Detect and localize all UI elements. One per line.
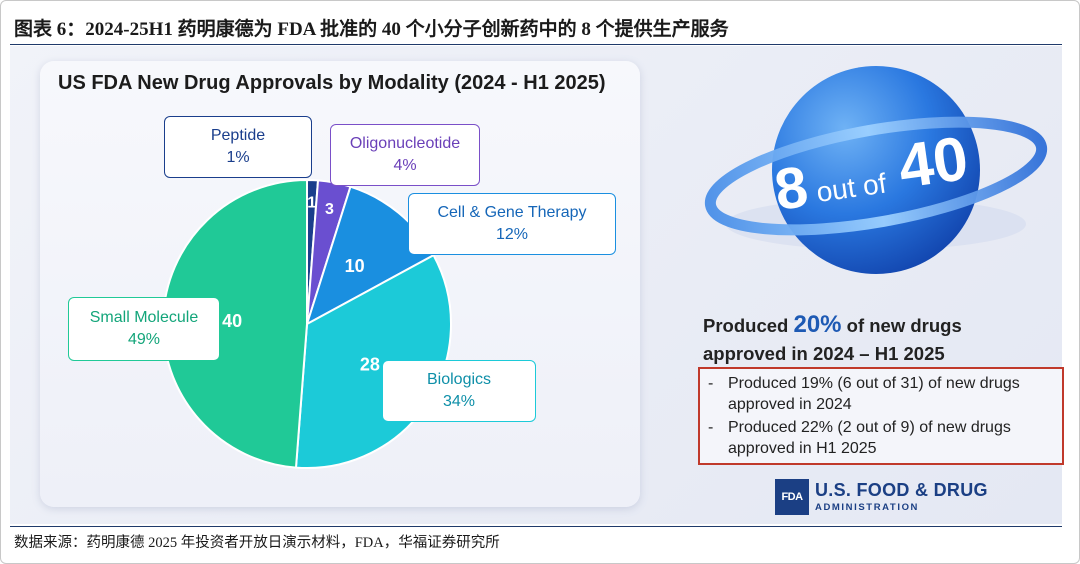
sphere-svg: 8 out of 40 — [704, 66, 1048, 274]
label-small-molecule-pct: 49% — [127, 331, 161, 348]
label-cell-gene-therapy: Cell & Gene Therapy 12% — [408, 193, 616, 255]
badge-total-number: 40 — [894, 124, 972, 202]
summary-line-2: approved in 2024 – H1 2025 — [703, 343, 945, 364]
label-small-molecule-name: Small Molecule — [89, 309, 199, 326]
summary-line-1: Produced 20% of new drugs — [703, 311, 962, 340]
label-peptide-name: Peptide — [210, 127, 266, 144]
summary-post: of new drugs — [846, 315, 962, 336]
source-rule — [10, 526, 1062, 527]
summary-text: Produced 20% of new drugs approved in 20… — [703, 311, 962, 368]
title-rule — [10, 44, 1062, 45]
bullet-dash: - — [708, 419, 714, 436]
label-peptide-pct: 1% — [226, 149, 250, 166]
label-peptide: Peptide 1% — [164, 116, 312, 178]
pie-value-label: 40 — [222, 311, 242, 331]
label-oligonucleotide-pct: 4% — [393, 157, 417, 174]
bullet-dash: - — [708, 375, 714, 392]
label-biologics-name: Biologics — [426, 371, 492, 388]
pie-value-label: 3 — [325, 201, 334, 218]
bullet-text: Produced 19% (6 out of 31) of new drugs … — [728, 375, 1020, 413]
orbit-ring — [704, 116, 1048, 236]
fda-logo: FDA — [775, 479, 809, 515]
label-oligonucleotide: Oligonucleotide 4% — [330, 124, 480, 186]
pie-value-label: 10 — [345, 256, 365, 276]
badge-graphic: 8 out of 40 — [700, 60, 1060, 295]
label-cgt-pct: 12% — [495, 226, 529, 243]
label-cgt-name: Cell & Gene Therapy — [437, 204, 587, 221]
fda-subtitle: ADMINISTRATION — [815, 502, 920, 513]
figure-source: 数据来源：药明康德 2025 年投资者开放日演示材料，FDA，华福证券研究所 — [14, 535, 500, 551]
pie-value-label: 28 — [360, 355, 380, 375]
label-small-molecule: Small Molecule 49% — [68, 297, 220, 361]
summary-highlight: 20% — [793, 311, 842, 338]
chart-title: US FDA New Drug Approvals by Modality (2… — [58, 72, 606, 94]
label-biologics: Biologics 34% — [382, 360, 536, 422]
bullet-text: Produced 22% (2 out of 9) of new drugs a… — [728, 419, 1011, 457]
fda-name: U.S. FOOD & DRUG — [815, 480, 988, 500]
pie-value-label: 1 — [307, 195, 316, 212]
label-biologics-pct: 34% — [442, 393, 476, 410]
summary-pre: Produced — [703, 315, 789, 336]
highlight-box: - Produced 19% (6 out of 31) of new drug… — [698, 367, 1064, 465]
figure-title: 图表 6：2024-25H1 药明康德为 FDA 批准的 40 个小分子创新药中… — [14, 19, 729, 40]
label-oligonucleotide-name: Oligonucleotide — [349, 135, 461, 152]
